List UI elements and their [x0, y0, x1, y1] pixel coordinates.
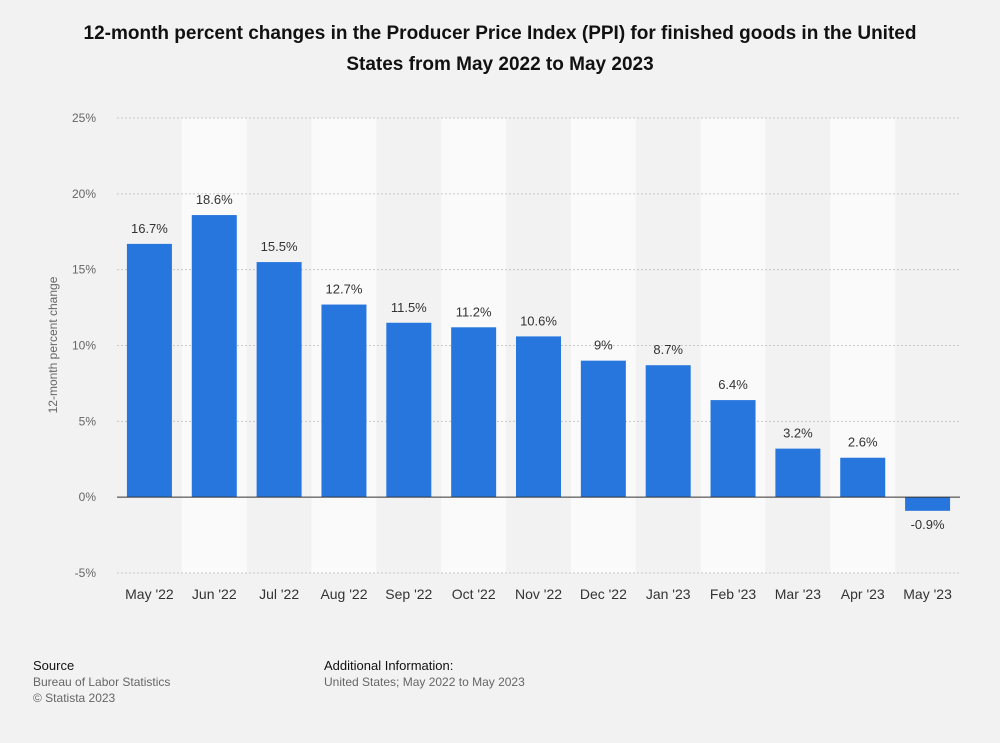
source-heading: Source — [33, 658, 75, 673]
source-line-1[interactable]: Bureau of Labor Statistics — [33, 675, 171, 689]
source-block: Source Bureau of Labor Statistics © Stat… — [33, 658, 170, 706]
y-axis-label: 12-month percent change — [46, 276, 60, 413]
y-axis-ticks: 25% 20% 15% 10% 5% 0% -5% — [72, 111, 96, 580]
value-label: 16.7% — [131, 221, 168, 236]
value-label: 11.5% — [391, 300, 427, 315]
bar[interactable] — [580, 360, 626, 498]
y-tick-label: -5% — [75, 566, 97, 580]
value-label: 2.6% — [848, 435, 878, 450]
x-tick-label: May '22 — [125, 586, 174, 602]
y-tick-label: 25% — [72, 111, 96, 125]
x-tick-label: Jul '22 — [259, 586, 299, 602]
x-tick-label: Mar '23 — [775, 586, 821, 602]
bar[interactable] — [256, 262, 302, 498]
y-tick-label: 0% — [79, 490, 97, 504]
x-tick-label: May '23 — [903, 586, 952, 602]
info-line: United States; May 2022 to May 2023 — [324, 675, 525, 689]
bar[interactable] — [775, 448, 821, 498]
value-label: 3.2% — [783, 426, 813, 441]
source-line-2: © Statista 2023 — [33, 691, 116, 705]
value-label: 11.2% — [456, 304, 492, 319]
value-label: 10.6% — [520, 313, 557, 328]
bar[interactable] — [386, 322, 432, 498]
bars — [126, 215, 951, 511]
value-labels: 16.7% 18.6% 15.5% 12.7% 11.5% 11.2% 10.6% 9% 8.7… — [131, 192, 945, 532]
value-label: 8.7% — [653, 342, 683, 357]
bar[interactable] — [451, 327, 497, 498]
bar[interactable] — [516, 336, 561, 498]
y-tick-label: 20% — [72, 187, 96, 201]
x-tick-label: Dec '22 — [580, 586, 627, 602]
x-axis-ticks: May '22 Jun '22 Jul '22 Aug '22 Sep '22 Oct '… — [125, 586, 952, 602]
x-tick-label: Apr '23 — [841, 586, 885, 602]
value-label: 12.7% — [326, 282, 363, 297]
value-label: 15.5% — [261, 239, 298, 254]
info-block: Additional Information: United States; M… — [324, 658, 525, 690]
chart-title: 12-month percent changes in the Producer… — [83, 23, 917, 75]
x-tick-label: Sep '22 — [385, 586, 432, 602]
value-label: 18.6% — [196, 192, 233, 207]
x-tick-label: Oct '22 — [452, 586, 496, 602]
value-label: 9% — [594, 338, 613, 353]
bar[interactable] — [710, 400, 756, 498]
x-tick-label: Jan '23 — [646, 586, 691, 602]
bar[interactable] — [191, 215, 237, 498]
bar[interactable] — [840, 457, 886, 498]
bar[interactable] — [126, 243, 172, 498]
x-tick-label: Feb '23 — [710, 586, 756, 602]
info-heading: Additional Information: — [324, 658, 454, 673]
bar[interactable] — [321, 304, 367, 498]
y-tick-label: 10% — [72, 339, 96, 353]
value-label: 6.4% — [718, 377, 748, 392]
y-tick-label: 5% — [79, 414, 97, 428]
bar[interactable] — [905, 497, 951, 511]
value-label: -0.9% — [911, 517, 945, 532]
bar[interactable] — [645, 365, 691, 498]
x-tick-label: Jun '22 — [192, 586, 237, 602]
y-tick-label: 15% — [72, 263, 96, 277]
x-tick-label: Aug '22 — [320, 586, 367, 602]
x-tick-label: Nov '22 — [515, 586, 562, 602]
